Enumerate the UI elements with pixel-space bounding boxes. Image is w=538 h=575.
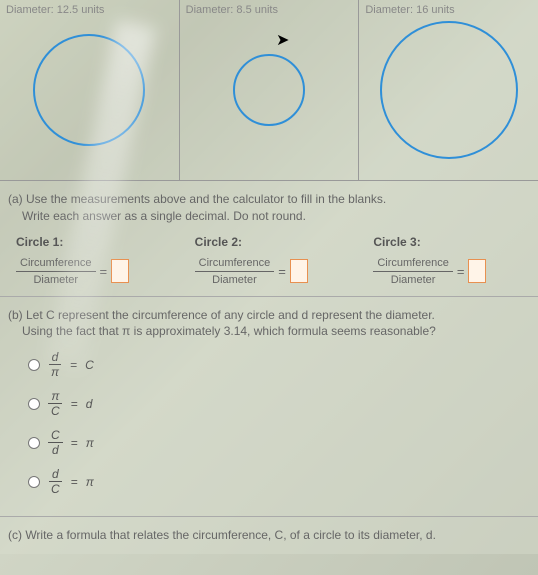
circle-cell-3: Diameter: 16 units [359, 0, 538, 180]
worksheet-page: Diameter: 12.5 units Diameter: 8.5 units… [0, 0, 538, 554]
option-radio-4[interactable] [28, 476, 40, 488]
circle-cell-1: Diameter: 12.5 units [0, 0, 180, 180]
ratio-den-2: Diameter [208, 272, 261, 286]
option-row-4: d C = π [28, 467, 530, 496]
ratio-eq-3: Circumference Diameter = [373, 257, 522, 286]
option-eq-4: = [71, 475, 78, 489]
option-num-2: π [48, 389, 62, 404]
ratio-title-1: Circle 1: [16, 235, 165, 249]
ratio-eq-1: Circumference Diameter = [16, 257, 165, 286]
option-frac-2: π C [48, 389, 63, 418]
ratios-row: Circle 1: Circumference Diameter = Circl… [8, 235, 530, 286]
ratio-num-1: Circumference [16, 257, 96, 272]
diameter-label-3: Diameter: 16 units [365, 4, 532, 16]
eq-sign-2: = [278, 264, 286, 279]
diameter-label-2: Diameter: 8.5 units [186, 4, 353, 16]
ratio-title-3: Circle 3: [373, 235, 522, 249]
circle-graphic-3 [365, 20, 532, 160]
option-den-4: C [48, 482, 63, 496]
ratio-den-1: Diameter [29, 272, 82, 286]
ratio-frac-1: Circumference Diameter [16, 257, 96, 286]
circles-row: Diameter: 12.5 units Diameter: 8.5 units… [0, 0, 538, 181]
ratio-eq-2: Circumference Diameter = [195, 257, 344, 286]
option-row-3: C d = π [28, 428, 530, 457]
option-frac-3: C d [48, 428, 63, 457]
circle-graphic-1 [6, 20, 173, 160]
ratio-num-2: Circumference [195, 257, 275, 272]
option-eq-2: = [71, 397, 78, 411]
part-a-section: (a) Use the measurements above and the c… [0, 181, 538, 297]
option-eq-1: = [70, 358, 77, 372]
ratio-block-1: Circle 1: Circumference Diameter = [16, 235, 165, 286]
option-rhs-1: C [85, 358, 94, 372]
part-a-intro2: Write each answer as a single decimal. D… [8, 208, 530, 225]
option-num-3: C [48, 428, 63, 443]
part-c-text: (c) Write a formula that relates the cir… [8, 527, 530, 544]
circle-3-svg [379, 20, 519, 160]
circle-1-svg [19, 20, 159, 160]
circle-graphic-2 [186, 20, 353, 160]
option-row-2: π C = d [28, 389, 530, 418]
option-rhs-4: π [86, 475, 94, 489]
part-b-section: (b) Let C represent the circumference of… [0, 297, 538, 518]
option-den-2: C [48, 404, 63, 418]
answer-box-2[interactable] [290, 259, 308, 283]
option-frac-4: d C [48, 467, 63, 496]
part-b-line2: Using the fact that π is approximately 3… [8, 323, 530, 340]
option-rhs-2: d [86, 397, 93, 411]
answer-box-3[interactable] [468, 259, 486, 283]
circle-cell-2: Diameter: 8.5 units [180, 0, 360, 180]
option-radio-1[interactable] [28, 359, 40, 371]
eq-sign-3: = [457, 264, 465, 279]
ratio-num-3: Circumference [373, 257, 453, 272]
ratio-block-3: Circle 3: Circumference Diameter = [373, 235, 522, 286]
option-rhs-3: π [86, 436, 94, 450]
option-frac-1: d π [48, 350, 62, 379]
part-b-line1: (b) Let C represent the circumference of… [8, 307, 530, 324]
option-radio-3[interactable] [28, 437, 40, 449]
option-radio-2[interactable] [28, 398, 40, 410]
options-group: d π = C π C = d C d [8, 350, 530, 496]
option-eq-3: = [71, 436, 78, 450]
option-num-1: d [49, 350, 62, 365]
part-c-section: (c) Write a formula that relates the cir… [0, 517, 538, 554]
ratio-den-3: Diameter [387, 272, 440, 286]
part-a-intro1: (a) Use the measurements above and the c… [8, 191, 530, 208]
ratio-frac-3: Circumference Diameter [373, 257, 453, 286]
ratio-title-2: Circle 2: [195, 235, 344, 249]
circle-2-svg [199, 20, 339, 160]
answer-box-1[interactable] [111, 259, 129, 283]
diameter-label-1: Diameter: 12.5 units [6, 4, 173, 16]
ratio-block-2: Circle 2: Circumference Diameter = [195, 235, 344, 286]
option-den-1: π [48, 365, 62, 379]
option-row-1: d π = C [28, 350, 530, 379]
option-den-3: d [49, 443, 62, 457]
eq-sign-1: = [100, 264, 108, 279]
option-num-4: d [49, 467, 62, 482]
ratio-frac-2: Circumference Diameter [195, 257, 275, 286]
